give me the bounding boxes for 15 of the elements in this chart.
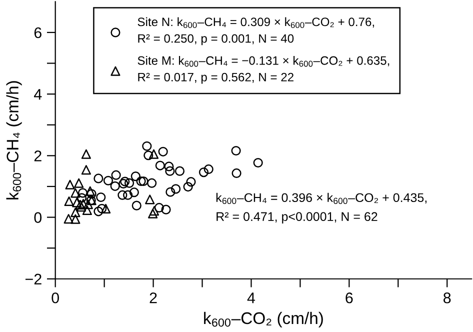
x-tick-label: 0 [52, 292, 59, 304]
x-tick-label: 2 [150, 292, 157, 304]
y-tick-label: 2 [34, 150, 42, 162]
text: Site M: k$_{600}$–CH₄ = −0.131 × k$_{600}$–CO₂ + 0.635, R² = 0.017, p = 0.562, N = 22 [138, 56, 390, 84]
x-tick-label: 6 [346, 292, 353, 304]
y-tick-label: 6 [34, 27, 42, 38]
annotation: k$_{600}$–CH₄ = 0.396 × k$_{600}$–CO₂ + 0.435, R² = 0.471, p<0.0001, N = 62 [216, 192, 426, 224]
x-tick-label: 8 [444, 292, 451, 304]
y-axis-title: k$_{600}$–CH₄ (cm/h) [6, 81, 22, 200]
y-tick-label: 4 [34, 89, 42, 100]
x-tick-label: 4 [247, 292, 256, 304]
x-axis-title: k$_{600}$–CO₂ (cm/h) [204, 312, 323, 328]
y-tick-label: 0 [34, 212, 42, 223]
legend-label: Site N: k$_{600}$–CH₄ = 0.309 × k$_{600}$–CO₂ + 0.76, R² = 0.250, p = 0.001, N = 40 [138, 17, 374, 46]
y-tick-label: −2 [25, 274, 42, 284]
